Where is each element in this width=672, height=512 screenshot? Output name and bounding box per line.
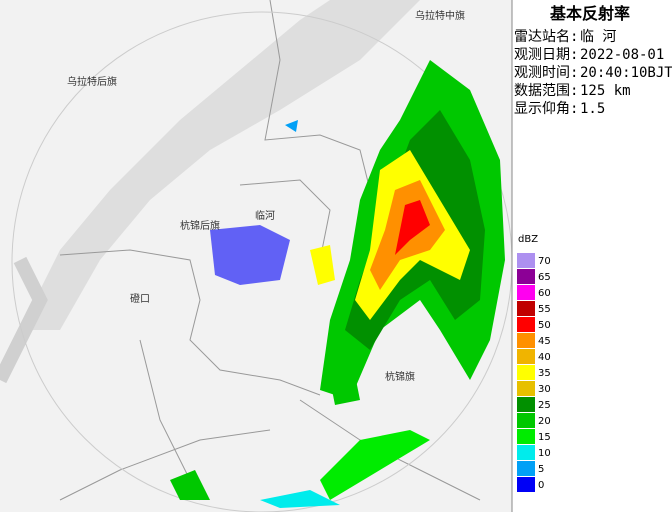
legend-label: 55 xyxy=(538,304,551,315)
info-label: 数据范围: xyxy=(514,82,578,99)
legend-swatch xyxy=(517,269,535,284)
place-label: 乌拉特中旗 xyxy=(415,9,465,22)
legend-label: 40 xyxy=(538,352,551,363)
legend-swatch xyxy=(517,397,535,412)
legend-swatch xyxy=(517,413,535,428)
legend-swatch xyxy=(517,381,535,396)
legend-label: 65 xyxy=(538,272,551,283)
legend-unit: dBZ xyxy=(518,234,538,245)
legend-label: 60 xyxy=(538,288,551,299)
place-label: 磴口 xyxy=(130,292,150,305)
place-label: 杭锦后旗 xyxy=(180,219,220,232)
place-label: 杭锦旗 xyxy=(385,370,415,383)
legend-swatch xyxy=(517,365,535,380)
panel-title: 基本反射率 xyxy=(549,4,630,23)
legend-label: 10 xyxy=(538,448,551,459)
legend-swatch xyxy=(517,349,535,364)
info-value: 20:40:10BJT xyxy=(580,65,672,81)
info-label: 显示仰角: xyxy=(514,101,578,117)
legend-swatch xyxy=(517,317,535,332)
legend-swatch xyxy=(517,333,535,348)
legend-label: 20 xyxy=(538,416,551,427)
legend-swatch xyxy=(517,461,535,476)
place-label: 乌拉特后旗 xyxy=(67,75,117,88)
info-label: 观测时间: xyxy=(514,65,578,81)
place-label: 临河 xyxy=(255,209,275,222)
legend-swatch xyxy=(517,285,535,300)
legend-swatch xyxy=(517,477,535,492)
legend-label: 50 xyxy=(538,320,551,331)
legend-label: 0 xyxy=(538,480,544,491)
legend-label: 70 xyxy=(538,256,551,267)
legend-swatch xyxy=(517,429,535,444)
radar-echoes xyxy=(170,60,505,508)
info-label: 观测日期: xyxy=(514,47,578,63)
legend-swatch xyxy=(517,301,535,316)
legend-swatch xyxy=(517,445,535,460)
info-label: 雷达站名: xyxy=(514,29,578,45)
legend-label: 30 xyxy=(538,384,551,395)
legend-swatch xyxy=(517,253,535,268)
legend-label: 15 xyxy=(538,432,551,443)
legend-label: 35 xyxy=(538,368,551,379)
legend-label: 25 xyxy=(538,400,551,411)
info-value: 2022-08-01 xyxy=(580,47,664,63)
mountains xyxy=(0,256,48,384)
mountains xyxy=(20,0,420,330)
info-value: 1.5 xyxy=(580,101,605,117)
info-value: 125 km xyxy=(580,83,631,99)
legend-label: 5 xyxy=(538,464,544,475)
legend-label: 45 xyxy=(538,336,551,347)
info-value: 临 河 xyxy=(580,29,616,45)
